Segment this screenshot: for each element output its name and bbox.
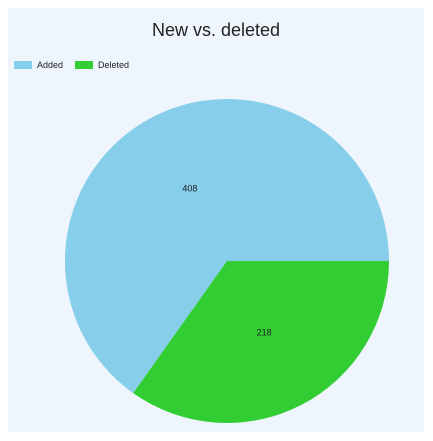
pie-slice-added [64,99,389,394]
pie-slice-deleted [133,261,389,423]
pie-chart: 408 218 [64,99,389,423]
legend-item-deleted: Deleted [75,60,129,70]
pie-label-added: 408 [182,183,197,193]
legend: Added Deleted [14,60,141,70]
legend-swatch-deleted [75,61,94,69]
legend-item-added: Added [14,60,63,70]
chart-title: New vs. deleted [151,20,281,40]
pie-label-deleted: 218 [257,327,272,337]
legend-swatch-added [14,61,32,69]
chart-area: New vs. deleted Added Deleted 408 218 [8,8,424,432]
legend-label-added: Added [37,60,64,70]
legend-label-deleted: Deleted [98,60,130,70]
